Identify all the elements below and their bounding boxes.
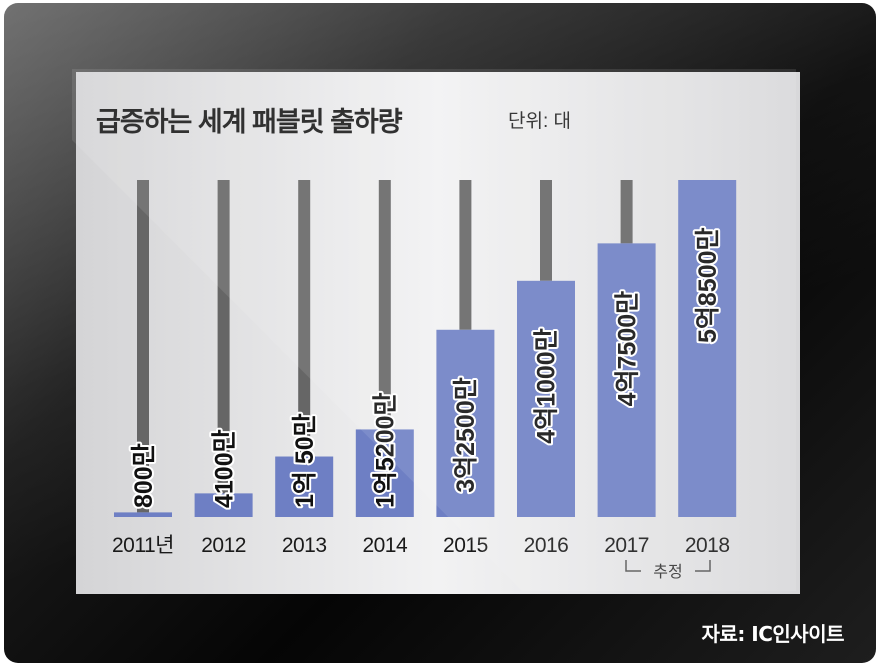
category-label: 2012	[201, 534, 246, 557]
bar-track	[540, 180, 552, 281]
bar	[355, 429, 414, 517]
bar-track	[459, 180, 472, 330]
bar	[114, 512, 172, 517]
estimate-note: 추정	[653, 563, 682, 581]
data-label: 1억 50만	[291, 413, 319, 508]
chart-title: 급증하는 세계 패블릿 출하량	[96, 107, 403, 137]
bar	[597, 243, 656, 517]
data-label: 3억2500만	[452, 377, 480, 493]
data-label: 5억8500만	[694, 227, 722, 343]
bar	[436, 329, 495, 517]
data-label: 1억5200만	[372, 392, 400, 508]
category-label: 2018	[685, 534, 730, 557]
bar-track	[620, 180, 633, 244]
bar	[517, 280, 575, 517]
category-label: 2015	[443, 534, 488, 557]
bars-group: 800만 2011년 4100만 2012 1억 50만 2013 1억5200만 2014 3…	[112, 180, 737, 557]
category-label: 2017	[604, 534, 649, 557]
category-label: 2016	[524, 534, 569, 557]
data-label: 4억7500만	[613, 291, 641, 407]
category-label: 2011년	[112, 534, 174, 557]
source-credit: 자료: IC인사이트	[701, 622, 845, 646]
bar-track	[217, 180, 230, 494]
unit-label: 단위: 대	[508, 110, 571, 132]
data-label: 4억1000만	[533, 328, 561, 444]
bar	[275, 456, 334, 517]
data-label: 4100만	[210, 429, 238, 508]
bar-track	[298, 180, 311, 457]
category-label: 2013	[282, 534, 327, 557]
category-label: 2014	[362, 534, 408, 557]
bar-track	[137, 180, 149, 513]
data-label: 800만	[130, 443, 158, 508]
bar	[194, 493, 253, 517]
bar	[678, 180, 737, 517]
estimate-bracket: 추정	[625, 560, 711, 581]
bar-track	[378, 180, 391, 430]
